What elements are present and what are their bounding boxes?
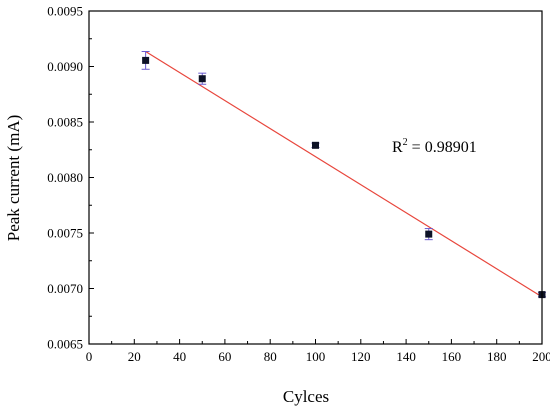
y-axis-label: Peak current (mA) <box>4 115 23 242</box>
ticks-layer: 0 20 40 60 80 100 120 140 160 180 200 0.0065 0.0070 0… <box>47 4 550 365</box>
fit-layer <box>145 51 543 298</box>
y-tick-label-0: 0.0065 <box>47 337 83 352</box>
x-tick-label-9: 180 <box>487 349 507 364</box>
r-squared-value: = 0.98901 <box>408 139 477 156</box>
x-axis-label: Cylces <box>283 387 329 406</box>
y-tick-label-4: 0.0085 <box>47 115 83 130</box>
x-tick-label-4: 80 <box>264 349 277 364</box>
x-tick-label-5: 100 <box>306 349 326 364</box>
x-tick-label-1: 20 <box>128 349 141 364</box>
marker-0 <box>142 56 150 64</box>
marker-2 <box>312 141 319 149</box>
data-point-1 <box>198 72 207 85</box>
data-point-3 <box>424 228 433 241</box>
x-tick-label-3: 60 <box>218 349 231 364</box>
y-tick-label-2: 0.0075 <box>47 226 83 241</box>
x-tick-label-8: 160 <box>442 349 462 364</box>
data-point-2 <box>311 141 320 149</box>
y-tick-label-1: 0.0070 <box>47 281 83 296</box>
x-tick-label-2: 40 <box>173 349 186 364</box>
x-tick-label-10: 200 <box>532 349 550 364</box>
marker-3 <box>425 230 433 238</box>
marker-1 <box>198 75 206 83</box>
x-tick-label-6: 120 <box>351 349 371 364</box>
data-point-0 <box>141 51 150 70</box>
x-tick-label-7: 140 <box>396 349 416 364</box>
y-tick-label-3: 0.0080 <box>47 170 83 185</box>
plot-frame <box>88 10 543 345</box>
fit-line <box>145 51 543 298</box>
r-squared-superscript: 2 <box>403 137 408 148</box>
y-tick-label-6: 0.0095 <box>47 4 83 19</box>
x-tick-label-0: 0 <box>86 349 93 364</box>
r-squared-annotation: R2 = 0.98901 <box>392 137 477 156</box>
axes-layer <box>88 10 543 345</box>
r-squared-base: R <box>392 139 403 156</box>
y-tick-label-5: 0.0090 <box>47 59 83 74</box>
